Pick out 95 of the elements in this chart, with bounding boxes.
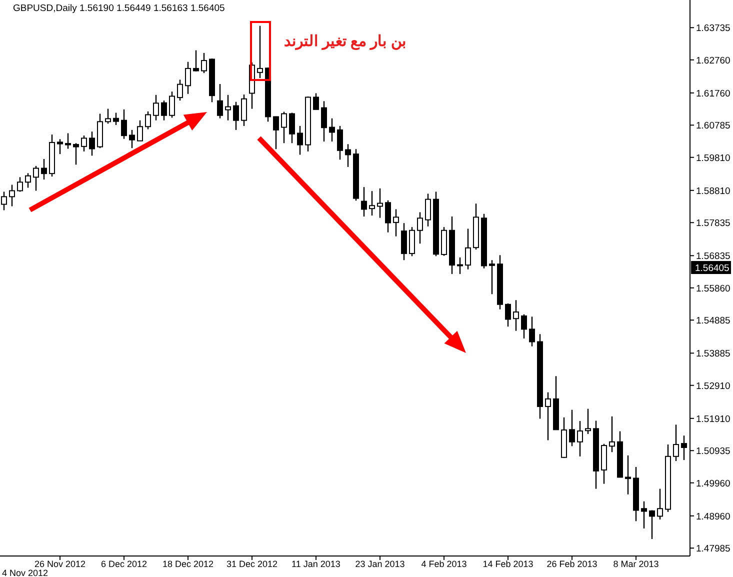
x-tick-label: 14 Feb 2013 [482, 559, 534, 569]
candlestick [681, 434, 687, 461]
y-tick-label: 1.48960 [696, 511, 730, 522]
x-tick-label: 11 Jan 2013 [292, 559, 340, 569]
candlestick [241, 94, 247, 127]
candlestick [105, 108, 111, 124]
candlestick [177, 79, 183, 102]
candlestick [425, 193, 431, 228]
candlestick [409, 226, 415, 257]
y-tick-label: 1.63735 [696, 23, 730, 34]
candlestick [129, 129, 135, 149]
candlestick [161, 100, 167, 121]
candlestick [529, 316, 535, 347]
candlestick [545, 392, 551, 441]
candlestick [185, 61, 191, 95]
candlestick [121, 108, 127, 140]
candlestick [1, 191, 7, 211]
candlestick [401, 222, 407, 261]
candlestick [457, 256, 463, 275]
candlestick [89, 130, 95, 156]
candlestick [273, 116, 279, 150]
candlestick [625, 454, 631, 496]
candlestick [417, 212, 423, 244]
y-tick-label: 1.54885 [696, 316, 730, 327]
candlestick [145, 110, 151, 130]
candlestick [257, 25, 263, 79]
candlestick [33, 165, 39, 192]
y-tick-label: 1.58810 [696, 186, 730, 197]
x-tick-label: 31 Dec 2012 [226, 559, 278, 569]
candlestick [225, 94, 231, 121]
x-tick-label: 26 Feb 2013 [546, 559, 598, 569]
y-tick-label: 1.52910 [696, 380, 730, 392]
candlestick [385, 200, 391, 233]
candlestick [321, 100, 327, 142]
candlestick [297, 125, 303, 156]
candlestick [313, 92, 319, 110]
x-tick-label: 8 Mar 2013 [613, 559, 659, 569]
candlestick [337, 125, 343, 160]
candlestick [585, 408, 591, 435]
candlestick [17, 176, 23, 192]
candlestick [657, 488, 663, 520]
y-tick-label: 1.56835 [696, 251, 730, 262]
candlestick [25, 172, 31, 188]
candlestick [281, 111, 287, 144]
annotation: بن بار مع تغير الترند [284, 33, 406, 50]
y-tick-label: 1.49960 [696, 478, 730, 490]
candlestick [641, 500, 647, 530]
x-tick-label: 4 Feb 2013 [421, 559, 467, 569]
candlestick [577, 420, 583, 458]
y-tick-label: 1.57835 [696, 218, 730, 230]
x-tick-label: 26 Nov 2012 [34, 559, 86, 569]
y-tick-label: 1.59810 [696, 152, 730, 164]
candlestick [649, 510, 655, 540]
candlestick [673, 424, 679, 462]
candlestick [289, 112, 295, 144]
candlestick [465, 228, 471, 270]
candlestick [201, 52, 207, 74]
candlestick [233, 101, 239, 131]
x-tick-label: 23 Jan 2013 [355, 559, 405, 569]
y-tick-label: 1.60785 [696, 120, 730, 132]
candlestick [569, 409, 575, 447]
candlestick [41, 158, 47, 180]
y-tick-label: 1.61760 [696, 88, 730, 100]
candlestick [345, 144, 351, 168]
candlestick [153, 94, 159, 121]
y-tick-label: 1.62760 [696, 55, 730, 66]
candlestick [73, 142, 79, 166]
candlestick [521, 314, 527, 340]
candlestick [9, 184, 15, 207]
candlestick [609, 416, 615, 453]
candlestick [193, 50, 199, 72]
candlestick [377, 188, 383, 218]
candlestick [505, 302, 511, 328]
candlestick [369, 190, 375, 216]
y-tick-label: 1.53885 [696, 348, 730, 360]
y-tick-label: 1.55860 [696, 283, 730, 294]
text: 4 Nov 2012 [2, 568, 48, 577]
candlestick [361, 186, 367, 218]
y-tick-label: 1.50935 [696, 446, 730, 458]
x-tick-label: 18 Dec 2012 [162, 559, 214, 569]
candlestick [393, 208, 399, 237]
candlestick [329, 118, 335, 142]
candlestick [81, 134, 87, 152]
candlestick [137, 120, 143, 142]
candlestick [113, 112, 119, 126]
candlestick [513, 300, 519, 332]
chart-title: GBPUSD,Daily 1.56190 1.56449 1.56163 1.56405 [13, 3, 225, 14]
candlestick [169, 91, 175, 118]
candlestick [57, 138, 63, 155]
candlestick [217, 83, 223, 119]
y-tick-label: 1.51910 [696, 414, 730, 425]
candlestick [489, 260, 495, 295]
x-tick-label: 6 Dec 2012 [100, 559, 148, 569]
y-tick-label: 1.47985 [696, 544, 730, 555]
candlestick [65, 132, 71, 150]
